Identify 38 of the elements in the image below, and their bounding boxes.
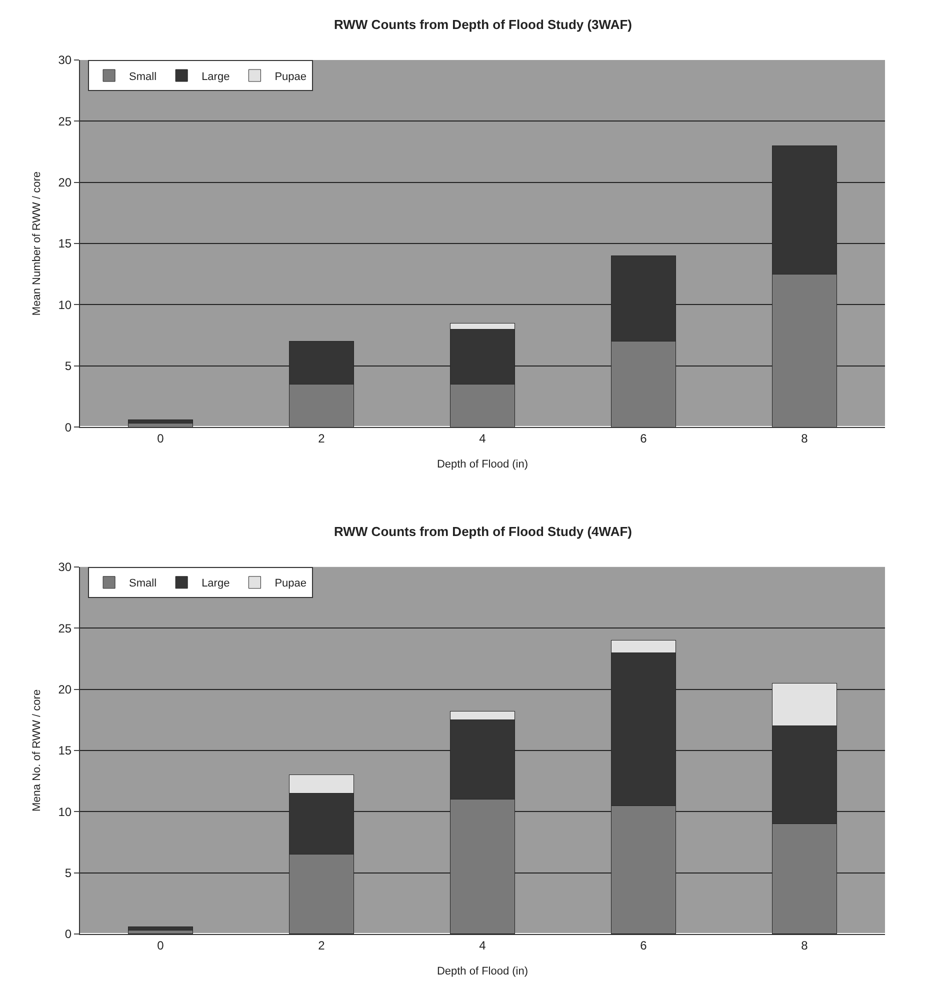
bar	[128, 926, 193, 931]
legend-label: Small	[129, 70, 157, 83]
legend-label: Large	[202, 578, 230, 590]
bar	[128, 419, 193, 424]
x-tick-label: 4	[479, 938, 486, 952]
x-tick-label: 6	[640, 938, 648, 952]
x-tick-label: 0	[157, 938, 164, 952]
y-tick-label: 0	[64, 927, 72, 942]
y-tick-label: 20	[58, 176, 72, 190]
y-tick-label: 30	[58, 560, 72, 574]
y-tick-label: 25	[58, 621, 72, 636]
legend-label: Pupae	[274, 578, 307, 590]
y-tick-label: 15	[58, 236, 72, 251]
legend-label: Small	[129, 578, 157, 590]
x-axis-title: Depth of Flood (in)	[436, 966, 528, 978]
y-tick-label: 10	[58, 804, 72, 819]
legend-label: Pupae	[274, 70, 307, 83]
y-tick-label: 0	[64, 420, 72, 434]
x-tick-label: 2	[318, 938, 326, 952]
y-tick-label: 10	[58, 298, 72, 312]
x-tick-label: 6	[640, 431, 648, 446]
y-tick-label: 5	[64, 359, 72, 374]
y-axis-title: Mean Number of RWW / core	[30, 172, 43, 316]
chart-title: RWW Counts from Depth of Flood Study (3WAF)	[334, 17, 632, 32]
x-tick-label: 8	[801, 431, 808, 446]
legend-label: Large	[202, 70, 230, 83]
y-tick-label: 5	[64, 866, 72, 880]
x-tick-label: 2	[318, 431, 326, 446]
x-tick-label: 0	[157, 431, 164, 446]
x-axis-title: Depth of Flood (in)	[436, 458, 528, 471]
y-tick-label: 30	[58, 53, 72, 68]
y-tick-label: 25	[58, 114, 72, 128]
chart-title: RWW Counts from Depth of Flood Study (4WAF)	[334, 524, 632, 539]
y-axis-title: Mena No. of RWW / core	[30, 689, 43, 812]
y-tick-label: 15	[58, 744, 72, 758]
x-tick-label: 4	[479, 431, 486, 446]
x-tick-label: 8	[801, 938, 808, 952]
y-tick-label: 20	[58, 682, 72, 696]
